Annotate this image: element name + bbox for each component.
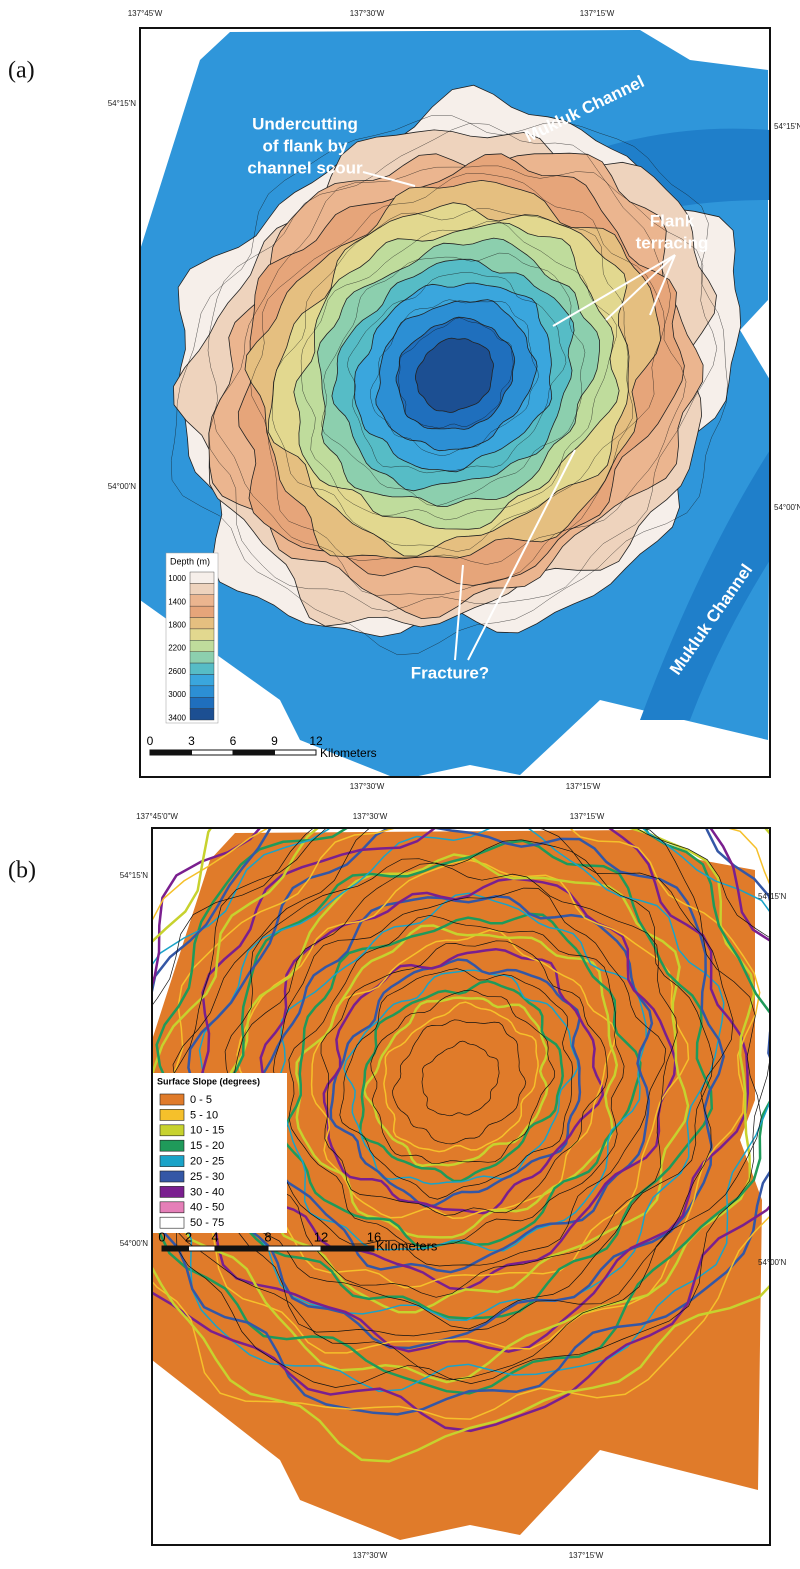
legend-swatch xyxy=(190,674,214,685)
legend-swatch xyxy=(190,663,214,674)
legend-swatch xyxy=(190,652,214,663)
scale-label: 9 xyxy=(271,734,278,748)
annotation: terracing xyxy=(636,233,709,252)
figure: (a) 137°45'W 137°30'W 137°15'W 54°15'N 54°00'… xyxy=(0,0,800,1564)
scale-label: 2 xyxy=(185,1229,192,1244)
coord-label: 137°15'W xyxy=(566,782,601,791)
legend-swatch xyxy=(160,1125,184,1136)
scale-unit: Kilometers xyxy=(376,1238,438,1253)
coord-label: 54°15'N xyxy=(120,871,149,880)
legend-label: 25 - 30 xyxy=(190,1171,224,1183)
coord-label: 54°00'N xyxy=(758,1258,787,1267)
legend-swatch xyxy=(190,629,214,640)
coord-label: 137°15'W xyxy=(570,812,605,821)
coord-label: 54°00'N xyxy=(774,503,800,512)
legend-swatch xyxy=(190,595,214,606)
legend-swatch xyxy=(160,1156,184,1167)
legend-swatch xyxy=(160,1202,184,1213)
legend-swatch xyxy=(190,697,214,708)
scale-segment xyxy=(192,750,234,755)
coord-label: 137°45'0"W xyxy=(136,812,178,821)
legend-swatch xyxy=(190,606,214,617)
legend-swatch xyxy=(160,1094,184,1105)
legend-swatch xyxy=(160,1171,184,1182)
panel-label: (a) xyxy=(8,58,35,84)
legend-swatch xyxy=(190,572,214,583)
annotation: of flank by xyxy=(262,136,348,155)
coord-label: 137°15'W xyxy=(580,9,615,18)
annotation: Undercutting xyxy=(252,114,358,133)
legend-label: 20 - 25 xyxy=(190,1156,224,1168)
legend-swatch xyxy=(160,1109,184,1120)
scale-label: 4 xyxy=(211,1229,218,1244)
legend-label: 2600 xyxy=(168,667,186,676)
coord-label: 137°30'W xyxy=(353,812,388,821)
annotation: Fracture? xyxy=(411,663,489,682)
coord-label: 54°15'N xyxy=(758,892,787,901)
scale-unit: Kilometers xyxy=(320,746,377,760)
coord-label: 137°30'W xyxy=(350,782,385,791)
scale-label: 3 xyxy=(188,734,195,748)
coord-label: 54°15'N xyxy=(774,122,800,131)
scale-label: 0 xyxy=(147,734,154,748)
scale-label: 0 xyxy=(158,1229,165,1244)
legend-swatch xyxy=(190,709,214,720)
legend-swatch xyxy=(190,640,214,651)
legend-swatch xyxy=(160,1186,184,1197)
legend-label: 50 - 75 xyxy=(190,1217,224,1229)
scale-segment xyxy=(275,750,317,755)
scale-segment xyxy=(233,750,275,755)
legend-swatch xyxy=(190,686,214,697)
coord-label: 137°45'W xyxy=(128,9,163,18)
legend-title: Depth (m) xyxy=(170,556,210,566)
legend-label: 0 - 5 xyxy=(190,1094,212,1106)
scale-label: 8 xyxy=(264,1229,271,1244)
legend-label: 3000 xyxy=(168,690,186,699)
coord-label: 54°00'N xyxy=(108,482,137,491)
annotation: Flank xyxy=(650,211,695,230)
panel-label: (b) xyxy=(8,858,36,884)
scale-segment xyxy=(215,1246,268,1251)
scale-segment xyxy=(150,750,192,755)
legend-swatch xyxy=(190,583,214,594)
scale-segment xyxy=(189,1246,216,1251)
legend-label: 15 - 20 xyxy=(190,1140,224,1152)
coord-label: 54°15'N xyxy=(108,99,137,108)
legend-swatch xyxy=(160,1217,184,1228)
legend-label: 1000 xyxy=(168,574,186,583)
legend-label: 2200 xyxy=(168,644,186,653)
legend-title: Surface Slope (degrees) xyxy=(157,1076,260,1086)
legend-label: 10 - 15 xyxy=(190,1125,224,1137)
scale-segment xyxy=(162,1246,189,1251)
annotation: channel scour xyxy=(247,158,363,177)
scale-label: 6 xyxy=(230,734,237,748)
coord-label: 137°30'W xyxy=(350,9,385,18)
legend-label: 30 - 40 xyxy=(190,1186,224,1198)
scale-segment xyxy=(268,1246,321,1251)
legend-swatch xyxy=(190,618,214,629)
scale-segment xyxy=(321,1246,374,1251)
coord-label: 137°30'W xyxy=(353,1551,388,1560)
legend-label: 3400 xyxy=(168,713,186,722)
legend-label: 1800 xyxy=(168,621,186,630)
legend-label: 1400 xyxy=(168,597,186,606)
legend-label: 5 - 10 xyxy=(190,1109,218,1121)
scale-label: 12 xyxy=(314,1229,328,1244)
page: (a) 137°45'W 137°30'W 137°15'W 54°15'N 54°00'… xyxy=(0,0,800,1569)
legend-label: 40 - 50 xyxy=(190,1202,224,1214)
coord-label: 137°15'W xyxy=(569,1551,604,1560)
legend-swatch xyxy=(160,1140,184,1151)
coord-label: 54°00'N xyxy=(120,1239,149,1248)
